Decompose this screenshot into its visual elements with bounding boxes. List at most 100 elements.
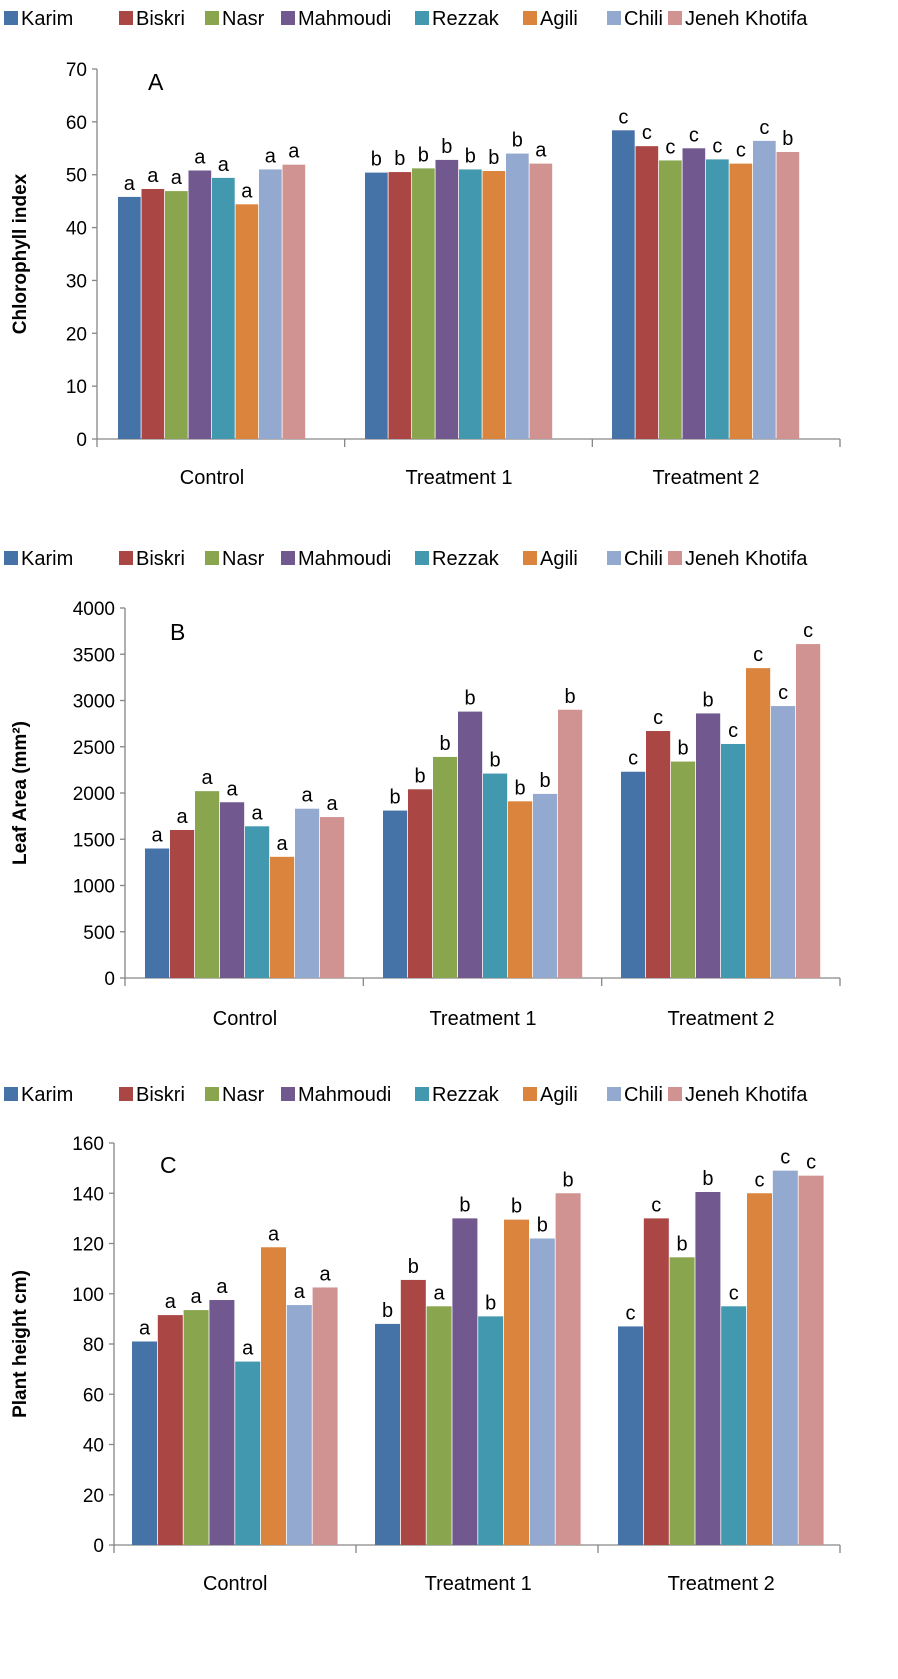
- bar-chili: [771, 706, 796, 978]
- legend-swatch: [607, 11, 621, 25]
- significance-letter: b: [678, 738, 689, 760]
- significance-letter: a: [139, 1317, 151, 1339]
- legend-label: Agili: [540, 548, 578, 570]
- legend-swatch: [119, 11, 133, 25]
- bar-biskri: [635, 146, 659, 439]
- significance-letter: b: [512, 130, 523, 152]
- bar-nasr: [165, 191, 188, 439]
- x-category-label: Treatment 2: [667, 1008, 774, 1030]
- bar-chili: [259, 169, 282, 439]
- bar-jeneh-khotifa: [776, 151, 800, 439]
- y-tick-label: 100: [72, 1285, 104, 1306]
- significance-letter: b: [465, 688, 476, 710]
- significance-letter: c: [626, 1302, 636, 1324]
- legend-label: Chili: [624, 1084, 663, 1106]
- bar-rezzak: [706, 159, 729, 439]
- legend-swatch: [4, 11, 18, 25]
- legend-label: Chili: [624, 548, 663, 570]
- legend-label: Biskri: [136, 8, 185, 30]
- bar-karim: [118, 196, 141, 439]
- bar-biskri: [157, 1315, 183, 1545]
- bar-karim: [145, 848, 170, 978]
- significance-letter: c: [736, 140, 746, 162]
- bar-nasr: [433, 756, 458, 978]
- legend-label: Karim: [21, 548, 73, 570]
- bar-nasr: [659, 160, 682, 439]
- significance-letter: a: [294, 1281, 306, 1303]
- bar-karim: [383, 810, 408, 978]
- significance-letter: c: [642, 122, 652, 144]
- y-tick-label: 30: [66, 271, 87, 292]
- y-tick-label: 160: [72, 1134, 104, 1155]
- legend-label: Rezzak: [432, 1084, 500, 1106]
- significance-letter: c: [729, 1282, 739, 1304]
- bar-karim: [621, 771, 646, 978]
- legend-label: Mahmoudi: [298, 8, 391, 30]
- x-category-label: Treatment 2: [652, 467, 759, 489]
- significance-letter: a: [241, 180, 253, 202]
- y-tick-label: 60: [83, 1385, 104, 1406]
- bar-jeneh-khotifa: [312, 1287, 338, 1545]
- legend-swatch: [205, 1087, 219, 1101]
- legend: Karim Biskri Nasr Mahmoudi Rezzak Agili Chili J…: [4, 548, 808, 570]
- significance-letter: c: [689, 124, 699, 146]
- y-tick-label: 20: [83, 1486, 104, 1507]
- significance-letter: a: [216, 1276, 228, 1298]
- significance-letter: a: [242, 1338, 254, 1360]
- significance-letter: a: [227, 778, 239, 800]
- significance-letter: a: [124, 173, 136, 195]
- y-tick-label: 0: [104, 969, 115, 990]
- bar-biskri: [400, 1279, 426, 1545]
- legend-swatch: [415, 1087, 429, 1101]
- panel-letter: A: [148, 69, 164, 95]
- significance-letter: a: [277, 833, 289, 855]
- legend-swatch: [415, 11, 429, 25]
- bar-rezzak: [478, 1316, 504, 1545]
- significance-letter: b: [490, 750, 501, 772]
- significance-letter: b: [440, 733, 451, 755]
- bar-chili: [529, 1238, 555, 1545]
- significance-letter: a: [302, 785, 314, 807]
- legend: Karim Biskri Nasr Mahmoudi Rezzak Agili Chili J…: [4, 1084, 808, 1106]
- legend-swatch: [523, 551, 537, 565]
- y-tick-label: 10: [66, 377, 87, 398]
- significance-letter: b: [782, 128, 793, 150]
- significance-letter: b: [441, 136, 452, 158]
- bar-jeneh-khotifa: [558, 709, 583, 978]
- legend-label: Nasr: [222, 8, 265, 30]
- significance-letter: a: [194, 146, 206, 168]
- bar-mahmoudi: [695, 1191, 721, 1545]
- y-tick-label: 70: [66, 60, 87, 81]
- x-category-label: Treatment 2: [668, 1573, 775, 1595]
- legend-label: Jeneh Khotifa: [685, 8, 808, 30]
- legend-label: Karim: [21, 1084, 73, 1106]
- bar-mahmoudi: [452, 1218, 478, 1545]
- significance-letter: a: [535, 140, 547, 162]
- legend-swatch: [205, 11, 219, 25]
- significance-letter: c: [753, 644, 763, 666]
- bar-rezzak: [212, 177, 235, 439]
- y-tick-label: 2500: [73, 738, 115, 759]
- bar-rezzak: [483, 773, 508, 978]
- bar-agili: [504, 1219, 529, 1545]
- significance-letter: a: [171, 167, 183, 189]
- significance-letter: c: [618, 106, 628, 128]
- legend-swatch: [607, 551, 621, 565]
- y-tick-label: 40: [66, 219, 87, 240]
- significance-letter: a: [288, 141, 300, 163]
- x-category-label: Treatment 1: [425, 1573, 532, 1595]
- legend-label: Mahmoudi: [298, 1084, 391, 1106]
- x-category-label: Treatment 1: [405, 467, 512, 489]
- legend-swatch: [281, 11, 295, 25]
- significance-letter: b: [537, 1214, 548, 1236]
- bar-agili: [746, 668, 771, 978]
- bar-jeneh-khotifa: [282, 164, 306, 439]
- bar-mahmoudi: [188, 170, 212, 439]
- legend-label: Rezzak: [432, 548, 500, 570]
- bar-agili: [270, 856, 295, 978]
- bar-rezzak: [235, 1361, 261, 1545]
- legend-label: Chili: [624, 8, 663, 30]
- legend-swatch: [281, 551, 295, 565]
- significance-letter: a: [202, 767, 214, 789]
- significance-letter: b: [677, 1233, 688, 1255]
